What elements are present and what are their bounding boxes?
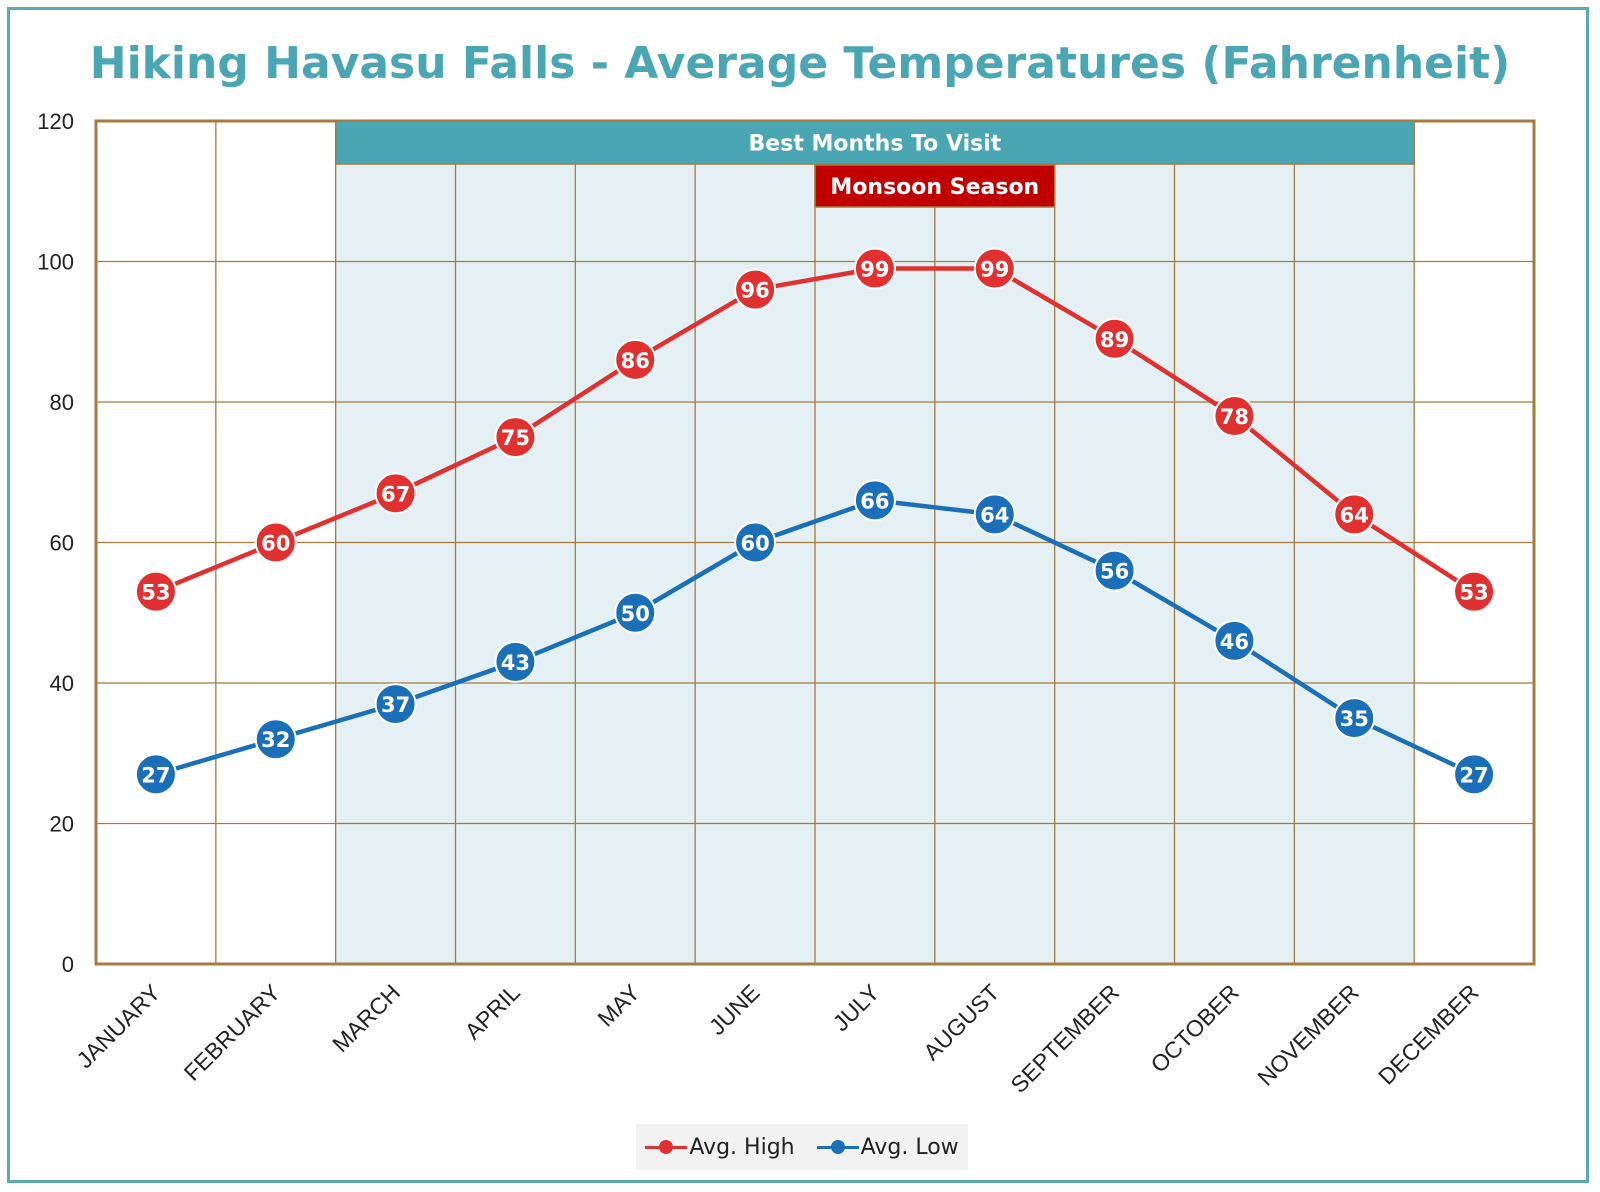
data-label: 86 bbox=[621, 349, 650, 373]
data-point bbox=[134, 753, 177, 796]
data-point bbox=[1453, 570, 1496, 613]
legend-label-low: Avg. Low bbox=[860, 1134, 959, 1160]
legend-item-high: Avg. High bbox=[645, 1134, 795, 1160]
y-tick-label: 60 bbox=[50, 531, 74, 556]
x-tick-label: AUGUST bbox=[918, 979, 1004, 1065]
legend-item-low: Avg. Low bbox=[816, 1134, 959, 1160]
data-point bbox=[374, 683, 417, 726]
data-label: 99 bbox=[980, 258, 1009, 282]
data-label: 32 bbox=[261, 728, 290, 752]
y-tick-label: 120 bbox=[37, 109, 74, 134]
x-tick-label: OCTOBER bbox=[1145, 979, 1244, 1078]
x-tick-label: JUNE bbox=[704, 979, 765, 1040]
monsoon-season-band bbox=[814, 164, 1056, 208]
data-point bbox=[374, 472, 417, 515]
data-point bbox=[614, 591, 657, 634]
data-label: 56 bbox=[1100, 560, 1129, 584]
band-labels-layer: Best Months To Visit Monsoon Season bbox=[334, 120, 1415, 208]
data-point bbox=[1213, 395, 1256, 438]
x-tick-label: JULY bbox=[827, 979, 884, 1036]
data-label: 66 bbox=[860, 489, 889, 513]
data-point bbox=[734, 521, 777, 564]
data-point bbox=[614, 338, 657, 381]
data-point bbox=[254, 718, 297, 761]
best-months-label: Best Months To Visit bbox=[749, 132, 1002, 157]
legend-marker-icon bbox=[645, 1137, 688, 1157]
data-point bbox=[1333, 697, 1376, 740]
x-tick-label: SEPTEMBER bbox=[1005, 979, 1124, 1098]
data-point bbox=[1213, 619, 1256, 662]
data-label: 53 bbox=[141, 581, 170, 605]
data-label: 35 bbox=[1340, 707, 1369, 731]
data-label: 64 bbox=[1340, 503, 1369, 527]
x-tick-label: MAY bbox=[592, 979, 644, 1031]
x-tick-label: APRIL bbox=[460, 979, 526, 1045]
data-label: 46 bbox=[1220, 630, 1249, 654]
x-tick-label: NOVEMBER bbox=[1252, 979, 1363, 1090]
x-tick-label: FEBRUARY bbox=[179, 979, 286, 1086]
data-point bbox=[1093, 549, 1136, 592]
data-label: 37 bbox=[381, 693, 410, 717]
best-months-band bbox=[334, 120, 1415, 165]
x-tick-label: DECEMBER bbox=[1373, 979, 1484, 1090]
data-label: 60 bbox=[261, 532, 290, 556]
data-point bbox=[734, 268, 777, 311]
data-label: 67 bbox=[381, 482, 410, 506]
data-label: 99 bbox=[860, 258, 889, 282]
data-point bbox=[134, 570, 177, 613]
data-label: 43 bbox=[501, 651, 530, 675]
y-tick-label: 80 bbox=[50, 390, 74, 415]
data-label: 89 bbox=[1100, 328, 1129, 352]
data-label: 78 bbox=[1220, 405, 1249, 429]
data-label: 50 bbox=[621, 602, 650, 626]
x-tick-label: MARCH bbox=[327, 979, 405, 1057]
series-layer: 53 60 67 75 86 96 99 99 89 78 64 53 27 32 37 43 50 60 66 64… bbox=[134, 247, 1496, 796]
data-point bbox=[1453, 753, 1496, 796]
data-point bbox=[853, 247, 896, 290]
series-line-high bbox=[155, 266, 1476, 594]
data-point bbox=[1093, 317, 1136, 360]
data-label: 75 bbox=[501, 426, 530, 450]
y-tick-label: 100 bbox=[37, 250, 74, 275]
data-point bbox=[494, 416, 537, 459]
data-point bbox=[494, 640, 537, 683]
data-label: 96 bbox=[740, 279, 769, 303]
data-label: 27 bbox=[141, 763, 170, 787]
data-point bbox=[853, 479, 896, 522]
data-point bbox=[973, 247, 1016, 290]
x-tick-label: JANUARY bbox=[71, 979, 165, 1073]
legend-label-high: Avg. High bbox=[689, 1134, 795, 1160]
y-tick-label: 40 bbox=[50, 671, 74, 696]
data-point bbox=[973, 493, 1016, 536]
legend: Avg. High Avg. Low bbox=[636, 1124, 968, 1170]
data-label: 64 bbox=[980, 503, 1009, 527]
grid-layer bbox=[94, 119, 1536, 966]
monsoon-season-label: Monsoon Season bbox=[830, 175, 1039, 200]
data-label: 53 bbox=[1459, 581, 1488, 605]
data-point bbox=[254, 521, 297, 564]
chart-title: Hiking Havasu Falls - Average Temperatur… bbox=[89, 38, 1511, 89]
data-label: 27 bbox=[1459, 763, 1488, 787]
data-point bbox=[1333, 493, 1376, 536]
data-label: 60 bbox=[740, 532, 769, 556]
y-tick-label: 0 bbox=[62, 952, 74, 977]
legend-marker-icon bbox=[816, 1137, 859, 1157]
y-tick-label: 20 bbox=[50, 812, 74, 837]
